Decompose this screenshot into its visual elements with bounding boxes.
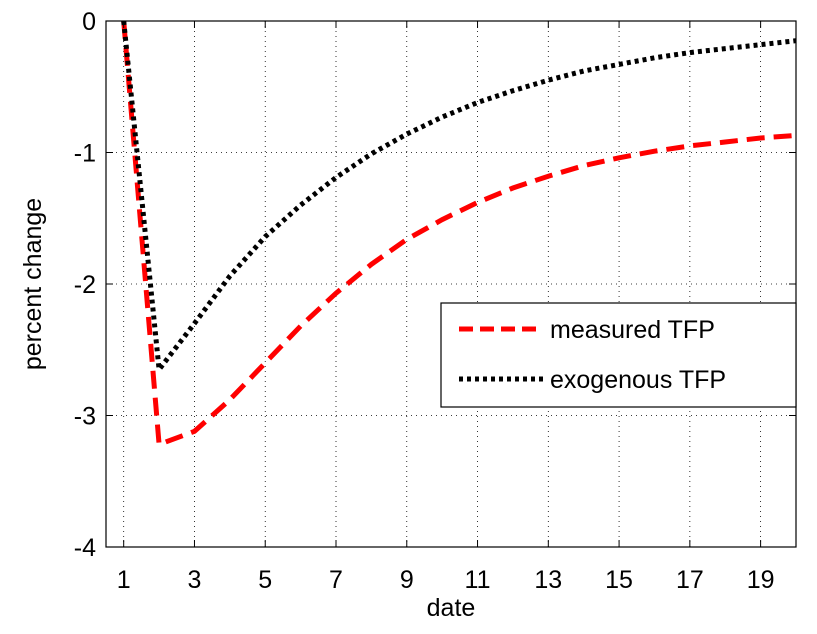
x-tick-label: 1 bbox=[117, 566, 131, 594]
series-line-measured-tfp bbox=[121, 20, 797, 448]
x-tick-label: 13 bbox=[534, 566, 562, 594]
legend-label-exogenous-tfp: exogenous TFP bbox=[550, 366, 726, 394]
series-group bbox=[121, 20, 797, 448]
x-tick-label: 19 bbox=[747, 566, 775, 594]
x-tick-label: 17 bbox=[676, 566, 704, 594]
x-tick-label: 9 bbox=[400, 566, 414, 594]
legend: measured TFP exogenous TFP bbox=[440, 302, 797, 408]
y-axis-label: percent change bbox=[19, 198, 47, 370]
x-axis-label: date bbox=[427, 594, 476, 622]
x-tick-label: 5 bbox=[258, 566, 272, 594]
y-tick-label: -4 bbox=[74, 534, 96, 562]
x-tick-label: 3 bbox=[188, 566, 202, 594]
y-tick-label: -1 bbox=[74, 140, 96, 168]
y-tick-label: -2 bbox=[74, 271, 96, 299]
y-tick-label: -3 bbox=[74, 403, 96, 431]
y-tick-label: 0 bbox=[82, 8, 96, 36]
legend-box bbox=[440, 302, 797, 408]
axis-ticks: 1 3 5 7 9 11 13 15 17 190-1-2-3-4 bbox=[74, 8, 796, 594]
series-line-exogenous-tfp bbox=[121, 20, 797, 377]
x-tick-label: 7 bbox=[329, 566, 343, 594]
x-tick-label: 15 bbox=[605, 566, 633, 594]
legend-label-measured-tfp: measured TFP bbox=[550, 316, 715, 344]
x-tick-label: 11 bbox=[465, 566, 491, 594]
